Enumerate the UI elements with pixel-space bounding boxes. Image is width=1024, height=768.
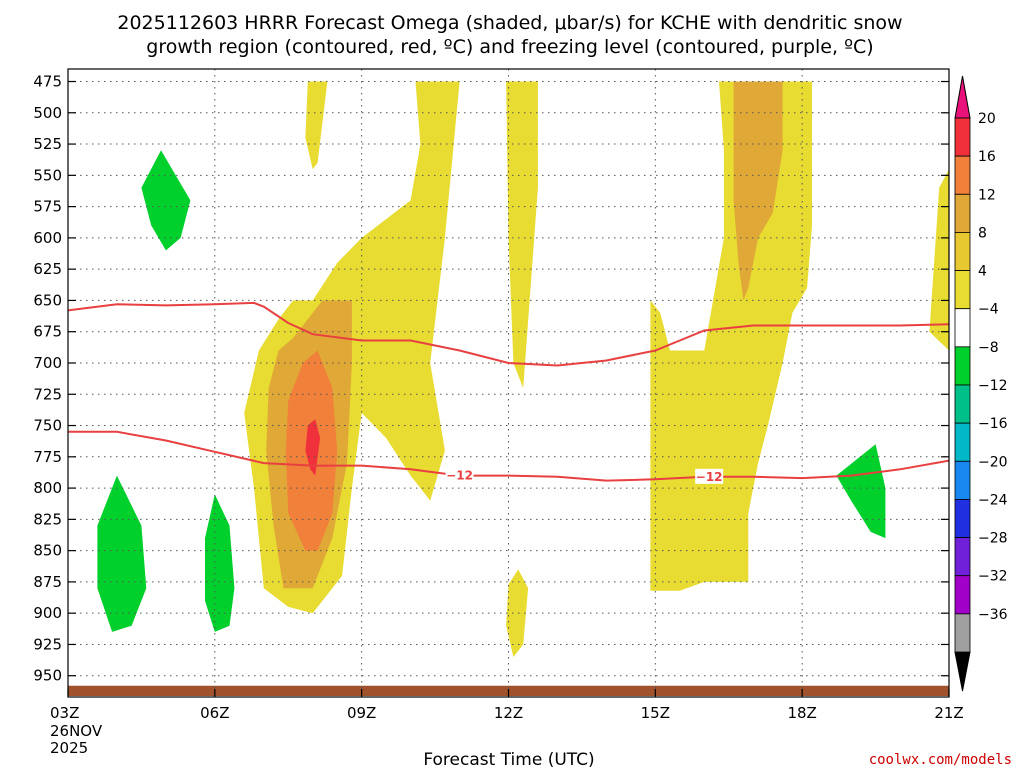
colorbar-swatch-9 [954, 422, 971, 462]
chart-title-line-2: growth region (contoured, red, ºC) and f… [146, 36, 873, 58]
descent-blob-right [836, 444, 886, 539]
shaded-omega-layer [68, 69, 949, 697]
colorbar-swatch-8 [954, 384, 971, 424]
y-tick-label-700: 700 [33, 354, 62, 372]
colorbar-swatch-2 [954, 155, 971, 195]
x-tick-label-18Z: 18Z [787, 704, 816, 722]
lower-dgz-contour-label-1: −12 [446, 469, 473, 483]
colorbar-swatch-4 [954, 232, 971, 271]
colorbar-label-7: −8 [978, 340, 999, 356]
colorbar-top-arrow [954, 75, 971, 119]
y-axis: 475 500 525 550 575 600 625 650 675 700 725 750 775 8… [33, 73, 949, 685]
colorbar-swatch-14 [954, 613, 971, 653]
y-tick-label-800: 800 [33, 479, 62, 497]
descent-blob-lower-mid [205, 494, 235, 632]
credit-text: coolwx.com/models [869, 752, 1012, 768]
colorbar-swatch-1 [954, 117, 971, 157]
y-tick-label-825: 825 [33, 510, 62, 528]
peak-ascent-spike [305, 419, 321, 476]
weak-ascent-blob-mid [506, 569, 529, 657]
contour-layer: −12 −12 [67, 301, 950, 484]
y-tick-label-600: 600 [33, 229, 62, 247]
colorbar-swatch-5 [954, 270, 971, 310]
colorbar-swatch-11 [954, 499, 971, 538]
colorbar-swatch-13 [954, 575, 971, 615]
colorbar-label-3: 12 [978, 187, 996, 203]
y-tick-label-875: 875 [33, 573, 62, 591]
y-tick-label-750: 750 [33, 417, 62, 435]
colorbar-label-12: −28 [978, 531, 1008, 547]
colorbar-bottom-arrow [954, 651, 971, 692]
colorbar: 20 16 12 8 4 −4 −8 −12 −16 −20 −24 −28 −32 −36 [954, 75, 1008, 692]
contour-label-bg [445, 467, 474, 483]
x-tick-label-09Z: 09Z [347, 704, 376, 722]
x-tick-label-03Z: 03Z [50, 704, 79, 722]
y-tick-label-950: 950 [33, 667, 62, 685]
colorbar-label-10: −20 [978, 454, 1008, 470]
colorbar-label-6: −4 [978, 302, 999, 318]
y-tick-label-525: 525 [33, 135, 62, 153]
colorbar-label-11: −24 [978, 492, 1008, 508]
x-tick-label-15Z: 15Z [641, 704, 670, 722]
colorbar-label-8: −12 [978, 378, 1008, 394]
colorbar-label-9: −16 [978, 416, 1008, 432]
y-tick-label-650: 650 [33, 291, 62, 309]
y-tick-label-850: 850 [33, 542, 62, 560]
y-tick-label-675: 675 [33, 323, 62, 341]
x-tick-label-06Z: 06Z [200, 704, 229, 722]
descent-blob-lower-left [97, 475, 147, 632]
y-tick-label-625: 625 [33, 260, 62, 278]
lower-dgz-contour-label-2: −12 [696, 470, 723, 484]
y-tick-label-725: 725 [33, 385, 62, 403]
x-tick-label-12Z: 12Z [494, 704, 523, 722]
contour-label-bg [695, 468, 724, 484]
colorbar-label-13: −32 [978, 569, 1008, 585]
x-tick-date-2: 2025 [50, 739, 88, 757]
y-tick-label-550: 550 [33, 166, 62, 184]
weak-ascent-column-mid [506, 81, 538, 388]
y-tick-label-925: 925 [33, 635, 62, 653]
x-tick-label-21Z: 21Z [934, 704, 963, 722]
colorbar-label-4: 8 [978, 225, 987, 241]
colorbar-label-1: 20 [978, 111, 996, 127]
chart-title-line-1: 2025112603 HRRR Forecast Omega (shaded, … [117, 12, 902, 34]
colorbar-swatch-3 [954, 193, 971, 233]
colorbar-swatch-10 [954, 460, 971, 500]
x-tick-date-1: 26NOV [50, 722, 103, 740]
x-axis-title: Forecast Time (UTC) [423, 750, 594, 768]
colorbar-swatch-7 [954, 346, 971, 386]
colorbar-label-5: 4 [978, 264, 987, 280]
y-tick-label-575: 575 [33, 198, 62, 216]
y-tick-label-900: 900 [33, 604, 62, 622]
moderate-ascent-column [733, 81, 783, 301]
lower-dgz-contour [68, 430, 950, 482]
colorbar-label-14: −36 [978, 607, 1008, 623]
upper-dgz-contour [67, 301, 950, 367]
weak-ascent-sliver-edge [929, 169, 949, 351]
colorbar-swatch-12 [954, 537, 971, 577]
y-tick-label-775: 775 [33, 448, 62, 466]
colorbar-swatch-6 [954, 308, 971, 348]
y-tick-label-475: 475 [33, 73, 62, 91]
weak-ascent-strip-left [305, 81, 328, 170]
descent-blob-upper-left [141, 150, 191, 251]
y-tick-label-500: 500 [33, 104, 62, 122]
colorbar-label-2: 16 [978, 149, 996, 165]
